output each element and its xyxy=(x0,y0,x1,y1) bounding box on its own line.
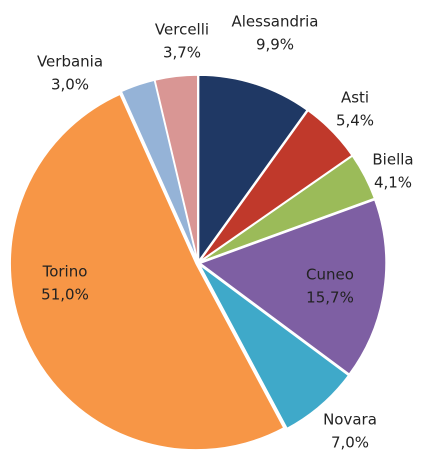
slice-label: Biella xyxy=(372,151,413,169)
slice-value-label: 15,7% xyxy=(306,289,354,307)
slice-label: Asti xyxy=(341,89,369,107)
slice-value-label: 3,7% xyxy=(163,44,201,62)
slice-label: Cuneo xyxy=(306,266,354,284)
slice-value-label: 9,9% xyxy=(256,36,294,54)
slice-value-label: 4,1% xyxy=(374,174,412,192)
pie-slice xyxy=(198,198,387,376)
pie-slice xyxy=(199,154,376,263)
slice-value-label: 51,0% xyxy=(41,286,89,304)
pie-slice xyxy=(198,263,350,430)
slice-value-label: 5,4% xyxy=(336,112,374,130)
pie-slice xyxy=(197,74,309,264)
slice-label: Alessandria xyxy=(231,13,318,31)
slice-label: Torino xyxy=(42,263,88,281)
slice-label: Vercelli xyxy=(155,21,209,39)
slice-value-label: 7,0% xyxy=(331,434,369,450)
slice-value-label: 3,0% xyxy=(51,76,89,94)
slice-label: Novara xyxy=(323,411,377,429)
pie-slice xyxy=(153,74,199,262)
slice-label: Verbania xyxy=(37,53,103,71)
